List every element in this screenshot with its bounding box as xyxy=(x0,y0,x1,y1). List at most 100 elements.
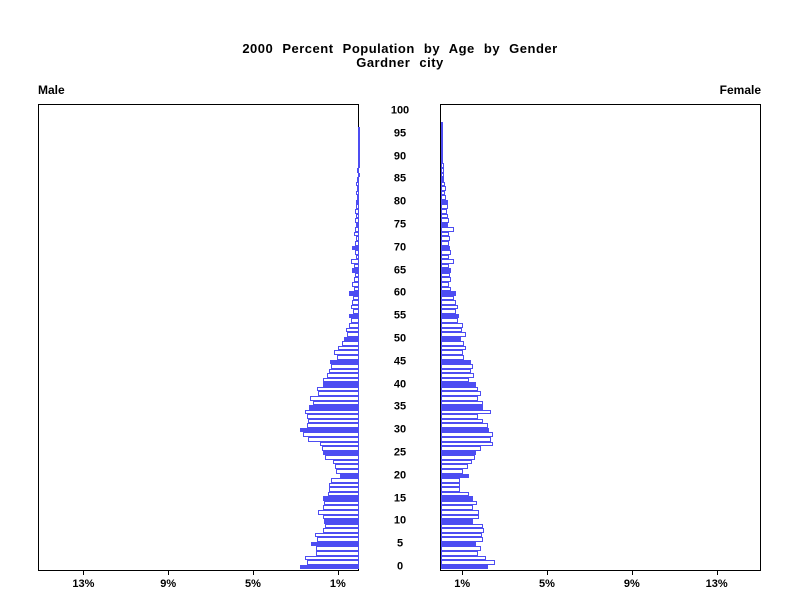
female-bar-age-62 xyxy=(441,281,450,287)
male-bar-age-69 xyxy=(354,250,359,255)
female-bar-age-52 xyxy=(441,327,463,333)
male-bar-age-66 xyxy=(353,263,359,269)
male-bar-age-41 xyxy=(323,377,359,383)
male-bar-age-54 xyxy=(350,318,359,324)
male-bar-age-5 xyxy=(311,541,359,547)
female-bar-age-33 xyxy=(441,414,478,419)
male-bar-age-79 xyxy=(355,204,359,210)
male-bar-age-92 xyxy=(357,145,360,150)
male-bar-age-70 xyxy=(352,245,359,251)
female-bar-age-93 xyxy=(441,140,443,146)
female-bar-age-88 xyxy=(441,163,444,168)
male-bar-age-4 xyxy=(316,546,359,552)
male-axis-tick-5% xyxy=(253,571,254,575)
age-tick-label-100: 100 xyxy=(390,104,410,117)
female-bar-age-58 xyxy=(441,300,457,305)
female-bar-age-57 xyxy=(441,304,458,310)
male-bar-age-86 xyxy=(357,172,360,178)
male-bar-age-46 xyxy=(336,354,359,360)
male-bar-age-51 xyxy=(347,332,359,337)
male-bar-age-75 xyxy=(355,222,359,228)
female-bar-age-27 xyxy=(441,441,493,447)
female-bar-age-42 xyxy=(441,373,475,378)
male-panel-label: Male xyxy=(38,83,65,97)
male-axis-tick-label-1%: 1% xyxy=(329,578,346,590)
female-axis-tick-9% xyxy=(631,571,633,575)
female-bar-age-5 xyxy=(441,541,476,547)
female-axis-tick-13% xyxy=(716,571,718,575)
female-bar-age-82 xyxy=(441,190,446,196)
age-tick-label-50: 50 xyxy=(393,332,407,345)
age-tick-label-40: 40 xyxy=(393,378,407,391)
female-bar-age-63 xyxy=(441,277,451,282)
female-bar-age-14 xyxy=(441,500,477,506)
chart-subtitle: Gardner city xyxy=(356,55,444,70)
age-tick-label-45: 45 xyxy=(393,355,407,368)
male-bar-age-88 xyxy=(357,163,360,168)
male-bar-age-2 xyxy=(304,555,359,561)
age-tick-label-55: 55 xyxy=(393,309,407,322)
female-bar-age-0 xyxy=(441,564,488,570)
female-bar-age-87 xyxy=(441,167,444,173)
female-bar-age-45 xyxy=(441,359,472,365)
male-bar-age-7 xyxy=(314,532,359,538)
male-bar-age-30 xyxy=(300,427,359,433)
female-bar-age-39 xyxy=(441,386,478,392)
male-bar-age-12 xyxy=(318,509,359,515)
male-bar-age-38 xyxy=(318,391,359,396)
female-bar-age-13 xyxy=(441,505,473,510)
male-bar-age-24 xyxy=(325,455,359,460)
male-bar-age-95 xyxy=(357,131,360,137)
male-panel xyxy=(38,104,359,571)
male-bar-age-91 xyxy=(357,149,360,155)
female-bar-age-78 xyxy=(441,209,447,214)
male-bar-age-77 xyxy=(355,213,359,219)
age-tick-label-60: 60 xyxy=(393,286,407,299)
female-bar-age-6 xyxy=(441,537,483,542)
female-bar-age-51 xyxy=(441,332,467,337)
male-bar-age-61 xyxy=(353,286,359,292)
female-bar-age-96 xyxy=(441,126,443,132)
female-bar-age-85 xyxy=(441,177,445,182)
male-bar-age-82 xyxy=(356,190,359,196)
male-bar-age-39 xyxy=(316,386,359,392)
female-bar-age-61 xyxy=(441,286,451,292)
age-tick-label-30: 30 xyxy=(393,423,407,436)
male-bar-age-64 xyxy=(354,272,359,278)
female-bar-age-38 xyxy=(441,391,482,396)
age-tick-label-0: 0 xyxy=(396,560,404,573)
female-bar-age-68 xyxy=(441,254,450,260)
female-bar-age-28 xyxy=(441,437,492,442)
female-bar-age-8 xyxy=(441,528,485,533)
female-bar-age-37 xyxy=(441,395,478,401)
male-bar-age-96 xyxy=(357,126,360,132)
male-bar-age-80 xyxy=(356,199,359,205)
male-bar-age-23 xyxy=(333,459,359,465)
female-panel-label: Female xyxy=(719,83,761,97)
male-axis-tick-label-9%: 9% xyxy=(160,578,177,590)
female-bar-age-49 xyxy=(441,341,465,346)
female-bar-age-75 xyxy=(441,222,449,228)
male-bar-age-56 xyxy=(353,309,359,314)
male-bar-age-15 xyxy=(322,496,359,501)
female-bar-age-72 xyxy=(441,236,451,241)
female-bar-age-65 xyxy=(441,268,451,273)
male-axis-tick-9% xyxy=(168,571,170,575)
male-bar-age-13 xyxy=(322,505,359,510)
male-bar-age-29 xyxy=(303,432,359,438)
male-bar-age-33 xyxy=(306,414,359,419)
male-bar-age-93 xyxy=(357,140,360,146)
female-bar-age-90 xyxy=(441,154,444,159)
male-bar-age-68 xyxy=(355,254,359,260)
chart-title: 2000 Percent Population by Age by Gender xyxy=(242,41,558,56)
age-tick-label-90: 90 xyxy=(393,150,407,163)
female-bar-age-34 xyxy=(441,409,492,415)
male-bar-age-42 xyxy=(326,373,359,378)
age-tick-label-15: 15 xyxy=(393,492,407,505)
female-bar-age-22 xyxy=(441,464,468,469)
female-bar-age-50 xyxy=(441,336,461,342)
female-bar-age-40 xyxy=(441,382,476,387)
female-bar-age-66 xyxy=(441,263,450,269)
female-bar-age-31 xyxy=(441,423,488,428)
